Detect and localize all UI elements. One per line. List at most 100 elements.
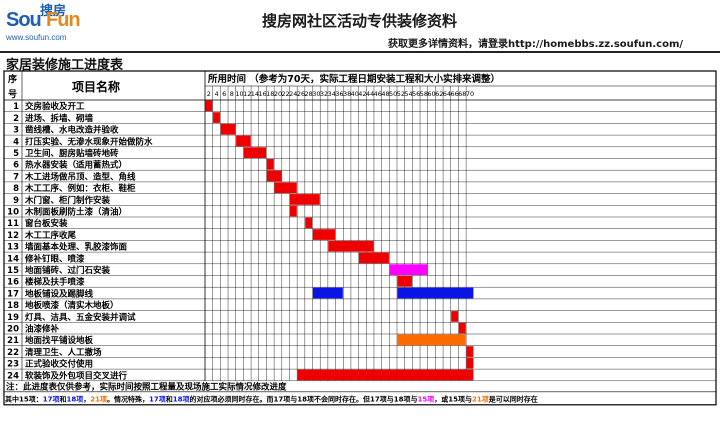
day-tick-label: 70 — [466, 90, 474, 98]
footer-legend-segment: 是可以同时存在 — [488, 394, 538, 403]
soufun-logo[interactable]: 搜房 Sou Fun www.soufun.com — [4, 3, 96, 49]
task-number: 3 — [13, 126, 19, 136]
day-tick-label: 42 — [358, 90, 366, 98]
day-tick-label: 34 — [328, 90, 336, 98]
day-tick-label: 22 — [281, 90, 289, 98]
task-name: 木工工序收尾 — [24, 230, 77, 241]
day-tick-label: 48 — [381, 90, 389, 98]
task-name: 正式验收交付使用 — [25, 359, 93, 370]
header-subtitle-link[interactable]: 获取更多详情资料，请登录http://homebbs.zz.soufun.com… — [388, 39, 684, 50]
task-name: 软装饰及外包项目交叉进行 — [25, 370, 128, 381]
day-tick-label: 36 — [335, 90, 343, 98]
day-tick-label: 38 — [343, 90, 351, 98]
day-tick-label: 68 — [458, 90, 466, 98]
task-name: 地板铺设及踢脚线 — [25, 288, 94, 299]
footer-legend-segment: 17项 — [43, 394, 60, 403]
task-number: 9 — [13, 196, 19, 206]
gantt-bar — [289, 205, 297, 217]
day-tick-label: 60 — [427, 90, 435, 98]
footer-legend-note: 其中15项：17项和18项，21项。情况特殊，17项和18项的对应项必须同时存在… — [5, 394, 538, 403]
footer-legend-segment: 21项 — [472, 394, 489, 403]
task-name: 地面找平铺设地板 — [25, 335, 94, 346]
gantt-bar — [305, 217, 313, 229]
gantt-bar — [389, 264, 428, 275]
day-tick-label: 6 — [222, 90, 226, 98]
task-name: 卫生间、厨房贴墙砖地砖 — [25, 148, 119, 159]
task-name: 墙面基本处理、乳胶漆饰面 — [25, 242, 128, 253]
task-name: 木门窗、柜门制作安装 — [24, 195, 111, 206]
task-name: 进场、拆墙、砌墙 — [25, 113, 94, 124]
task-number: 17 — [7, 289, 19, 299]
gantt-bar — [359, 252, 389, 264]
footer-legend-segment: ， — [83, 395, 90, 403]
task-name: 油漆修补 — [25, 324, 60, 335]
gantt-bar — [312, 287, 343, 299]
task-number: 14 — [7, 254, 19, 264]
logo-chinese-text: 搜房 — [40, 4, 67, 19]
task-number: 24 — [7, 371, 19, 381]
footer-legend-segment: 21项 — [90, 394, 107, 403]
day-tick-label: 66 — [450, 90, 458, 98]
gantt-bar — [466, 357, 474, 369]
task-number: 15 — [7, 266, 19, 276]
task-name: 窗台板安装 — [25, 218, 68, 229]
day-tick-label: 10 — [235, 90, 243, 98]
task-number: 1 — [13, 102, 19, 112]
footer-legend-segment: 18项 — [67, 394, 84, 403]
header-title: 搜房网社区活动专供装修资料 — [262, 12, 458, 30]
day-tick-label: 12 — [243, 90, 251, 98]
task-number: 10 — [7, 208, 19, 218]
gantt-bar — [466, 346, 474, 357]
gantt-bar — [274, 182, 297, 194]
task-number: 21 — [7, 336, 19, 346]
day-tick-label: 64 — [443, 90, 451, 98]
table-frame — [3, 70, 717, 406]
day-tick-label: 14 — [251, 90, 259, 98]
day-tick-label: 54 — [404, 90, 412, 98]
task-number: 13 — [7, 243, 19, 253]
day-tick-label: 52 — [397, 90, 405, 98]
footer-legend-segment: 和 — [59, 394, 67, 403]
gantt-bar — [297, 369, 474, 381]
page-header: 搜房 Sou Fun www.soufun.com 搜房网社区活动专供装修资料 … — [0, 0, 720, 52]
day-tick-label: 62 — [435, 90, 443, 98]
task-name: 热水器安装（适用蓄热式） — [25, 160, 127, 171]
day-tick-label: 20 — [274, 90, 282, 98]
day-tick-label: 28 — [305, 90, 313, 98]
task-name: 交房验收及开工 — [25, 101, 85, 112]
day-tick-label: 46 — [374, 90, 382, 98]
task-number: 6 — [13, 161, 19, 171]
task-number: 19 — [7, 313, 19, 323]
task-name: 木制面板刷防土漆（清油） — [24, 207, 127, 218]
timeline-header: 所用时间 （参考为70天，实际工程日期安装工程和大小实排来调整） — [208, 73, 500, 85]
gantt-bar — [266, 159, 274, 170]
gantt-bar — [289, 194, 320, 205]
gantt-bar — [397, 287, 474, 299]
task-number: 12 — [7, 231, 19, 241]
footer-legend-segment: 15项 — [417, 394, 434, 403]
day-tick-label: 16 — [258, 90, 266, 98]
col-no-header: 序 — [8, 73, 17, 85]
day-tick-label: 18 — [266, 90, 274, 98]
task-name: 地面铺砖、过门石安装 — [25, 265, 111, 276]
task-name: 木工进场做吊顶、造型、角线 — [24, 171, 136, 182]
document-title: 家居装修施工进度表 — [6, 58, 124, 73]
gantt-bar — [312, 229, 336, 240]
task-number: 16 — [7, 278, 19, 288]
task-number: 7 — [13, 172, 19, 182]
task-number: 23 — [7, 360, 19, 370]
day-tick-label: 50 — [389, 90, 397, 98]
task-name: 凿线槽、水电改造并验收 — [25, 125, 119, 136]
task-number: 4 — [13, 137, 19, 147]
task-name: 木工工序、例如：衣柜、鞋柜 — [24, 183, 136, 194]
day-tick-label: 40 — [351, 90, 359, 98]
task-name: 楼梯及扶手喷漆 — [25, 277, 85, 288]
task-name: 清理卫生、人工撤场 — [25, 347, 102, 358]
footer-legend-segment: 17项 — [149, 394, 166, 403]
gantt-bar — [397, 334, 466, 346]
gantt-bar — [451, 311, 459, 322]
col-name-header: 项目名称 — [72, 79, 120, 94]
day-tick-label: 32 — [320, 90, 328, 98]
header-divider — [0, 51, 720, 53]
